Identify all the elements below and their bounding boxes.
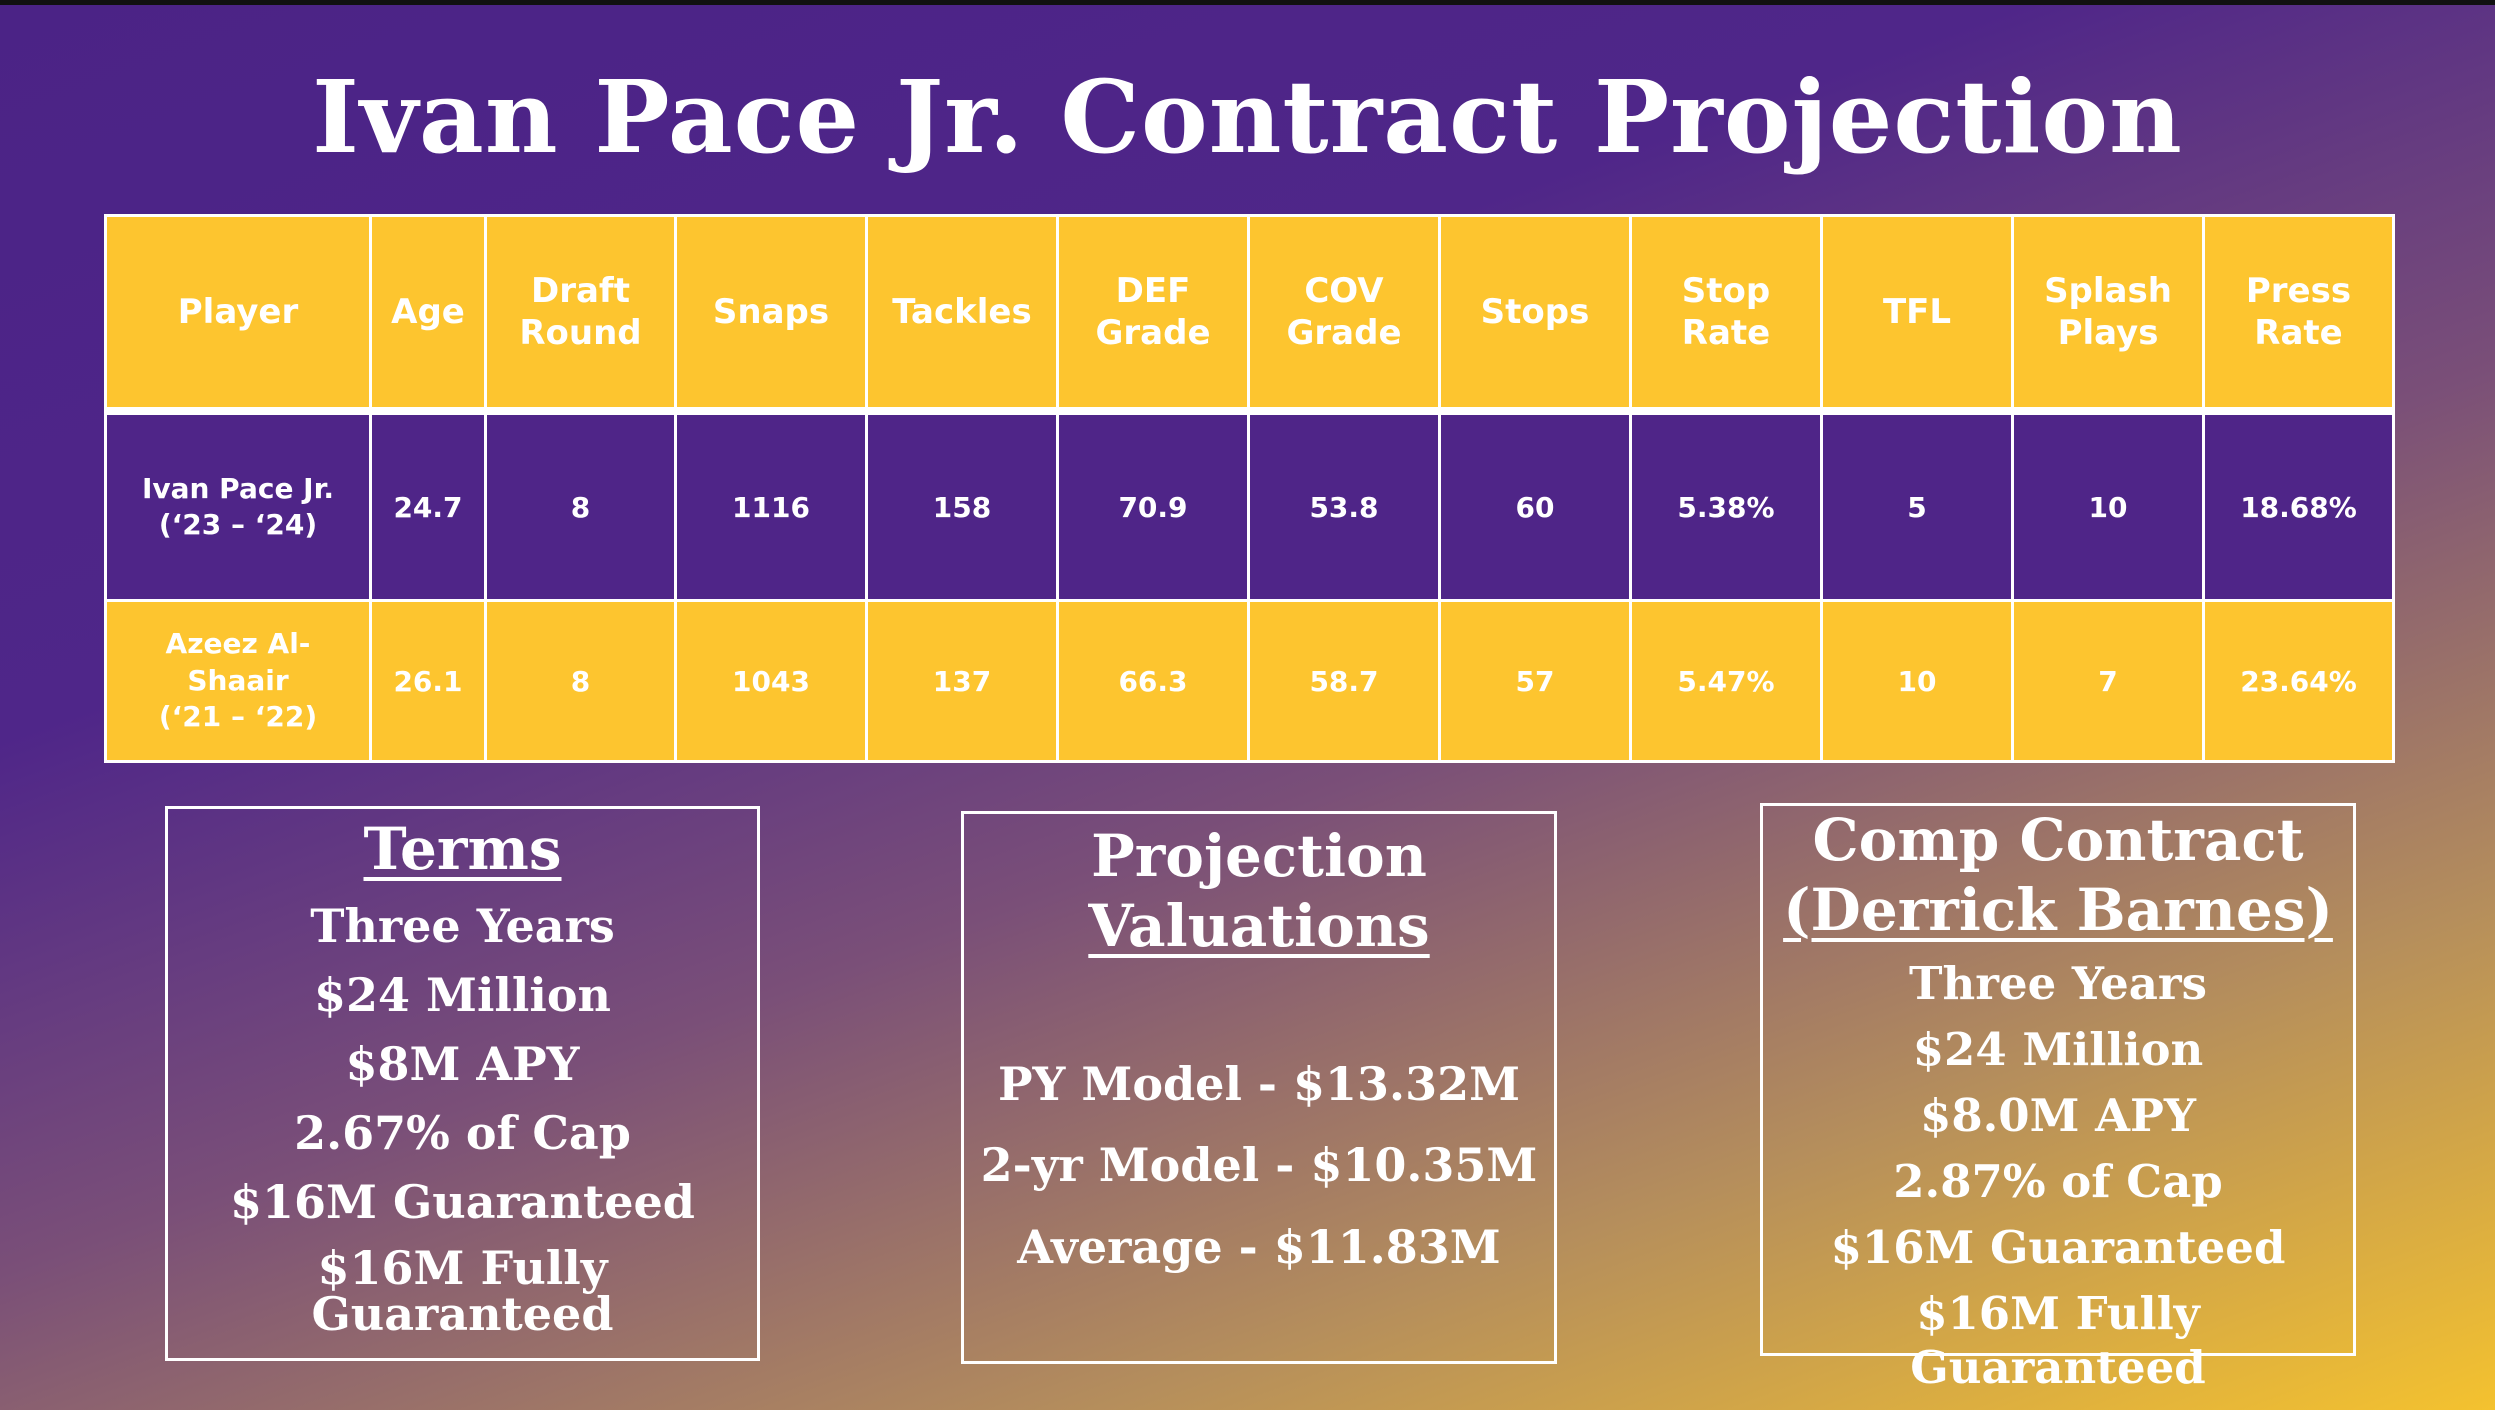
comp-line: 2.87% of Cap [1893,1155,2223,1209]
header-draft-round: Draft Round [484,214,677,413]
comp-line: $8.0M APY [1920,1089,2196,1143]
comp-heading-line2: (Derrick Barnes) [1783,875,2333,944]
draft-round-cell: 8 [484,599,677,763]
header-tackles: Tackles [865,214,1059,413]
stops-cell: 57 [1438,599,1632,763]
comp-contract-box: Comp Contract (Derrick Barnes) Three Yea… [1760,803,2356,1394]
stops-cell: 60 [1438,407,1632,602]
header-cov-grade: COV Grade [1247,214,1441,413]
projection-line: 2-yr Model - $10.35M [980,1138,1538,1193]
header-age: Age [369,214,487,413]
terms-box: Terms Three Years $24 Million $8M APY 2.… [165,806,760,1361]
stop-rate-cell: 5.38% [1629,407,1823,602]
comp-line: $16M Guaranteed [1830,1221,2286,1275]
header-stops: Stops [1438,214,1632,413]
draft-round-cell: 8 [484,407,677,602]
terms-line: $16M Guaranteed [230,1175,695,1230]
press-rate-cell: 18.68% [2202,407,2395,602]
header-stop-rate: Stop Rate [1629,214,1823,413]
splash-plays-cell: 7 [2011,599,2205,763]
comp-heading-line1: Comp Contract [1812,806,2304,874]
header-splash-plays: Splash Plays [2011,214,2205,413]
age-cell: 24.7 [369,407,487,602]
projection-line: Average - $11.83M [1017,1219,1501,1274]
header-def-grade: DEF Grade [1056,214,1250,413]
stop-rate-cell: 5.47% [1629,599,1823,763]
def-grade-cell: 70.9 [1056,407,1250,602]
projection-heading-line1: Projection [1091,822,1427,890]
cov-grade-cell: 58.7 [1247,599,1441,763]
stats-table: Player Age Draft Round Snaps Tackles DEF… [104,214,2395,763]
player-name-cell: Azeez Al- Shaair (‘21 – ‘22) [104,599,372,763]
terms-heading: Terms [363,815,562,883]
splash-plays-cell: 10 [2011,407,2205,602]
header-press-rate: Press Rate [2202,214,2395,413]
press-rate-cell: 23.64% [2202,599,2395,763]
header-tfl: TFL [1820,214,2014,413]
projection-line: PY Model - $13.32M [997,1057,1521,1112]
page-title: Ivan Pace Jr. Contract Projection [312,58,2183,176]
projection-heading-line2: Valuations [1088,891,1430,960]
projection-valuations-box: Projection Valuations PY Model - $13.32M… [961,811,1557,1364]
tackles-cell: 158 [865,407,1059,602]
terms-line: Three Years [310,898,615,953]
header-player: Player [104,214,372,413]
terms-line: $8M APY [345,1036,580,1091]
comp-line: Three Years [1909,957,2207,1011]
comp-line: $24 Million [1912,1023,2204,1077]
tfl-cell: 10 [1820,599,2014,763]
terms-line: $24 Million [314,967,611,1022]
def-grade-cell: 66.3 [1056,599,1250,763]
terms-line: 2.67% of Cap [294,1106,631,1161]
header-snaps: Snaps [674,214,868,413]
snaps-cell: 1043 [674,599,868,763]
tfl-cell: 5 [1820,407,2014,602]
tackles-cell: 137 [865,599,1059,763]
table-row: Ivan Pace Jr. (‘23 – ‘24) 24.7 8 1116 15… [104,407,2395,602]
top-border [0,0,2495,5]
comp-line: $16M Fully Guaranteed [1910,1287,2206,1395]
cov-grade-cell: 53.8 [1247,407,1441,602]
table-row: Azeez Al- Shaair (‘21 – ‘22) 26.1 8 1043… [104,599,2395,763]
table-header-row: Player Age Draft Round Snaps Tackles DEF… [104,214,2395,413]
snaps-cell: 1116 [674,407,868,602]
age-cell: 26.1 [369,599,487,763]
player-name-cell: Ivan Pace Jr. (‘23 – ‘24) [104,407,372,602]
terms-line: $16M Fully Guaranteed [311,1240,614,1341]
